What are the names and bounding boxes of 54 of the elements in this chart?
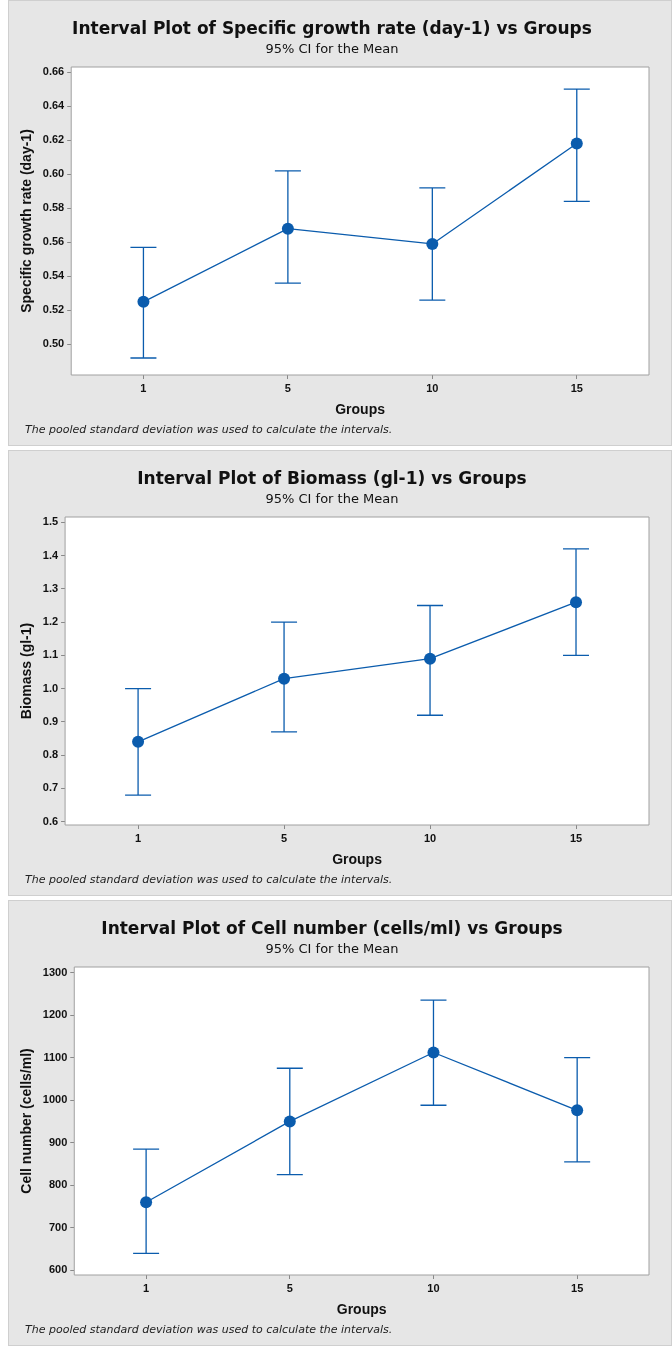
y-axis-title: Biomass (gl-1) — [18, 622, 35, 720]
x-tick-label: 15 — [571, 1281, 584, 1294]
y-tick-label: 1100 — [43, 1050, 68, 1063]
y-tick-label: 700 — [48, 1220, 68, 1233]
x-axis-title: Groups — [335, 401, 386, 418]
y-tick-label: 0.8 — [42, 748, 59, 761]
y-tick-label: 1.1 — [42, 648, 59, 661]
y-tick-label: 800 — [48, 1178, 68, 1191]
chart-title: Interval Plot of Cell number (cells/ml) vs Groups — [101, 917, 563, 938]
y-axis-title: Cell number (cells/ml) — [18, 1048, 35, 1194]
x-tick-label: 5 — [284, 381, 291, 394]
text: The pooled standard deviation was used to calculate the intervals. — [24, 1323, 394, 1338]
x-tick-label: 1 — [140, 381, 147, 394]
text: The pooled standard deviation was used to calculate the intervals. — [24, 423, 394, 438]
x-tick-label: 10 — [427, 1281, 440, 1294]
y-tick-label: 0.7 — [42, 781, 59, 794]
y-tick-label: 0.54 — [42, 269, 66, 282]
chart-subtitle: 95% CI for the Mean — [265, 490, 399, 506]
x-axis-title: Groups — [332, 851, 383, 868]
y-tick-label: 1.2 — [42, 615, 59, 628]
chart-title: Interval Plot of Biomass (gl-1) vs Groups — [137, 467, 527, 488]
y-tick-label: 600 — [48, 1263, 68, 1276]
x-tick-label: 1 — [143, 1281, 150, 1294]
x-tick-label: 5 — [286, 1281, 293, 1294]
y-tick-label: 0.62 — [42, 133, 65, 146]
x-tick-label: 10 — [423, 831, 437, 844]
y-tick-label: 0.58 — [42, 201, 65, 214]
y-tick-label: 0.50 — [42, 337, 65, 350]
y-tick-label: 1.4 — [42, 548, 59, 561]
y-tick-label: 0.56 — [42, 235, 65, 248]
x-tick-label: 5 — [280, 831, 288, 844]
y-tick-label: 1200 — [42, 1008, 68, 1021]
y-tick-label: 0.6 — [42, 814, 59, 827]
chart-subtitle: 95% CI for the Mean — [265, 40, 399, 56]
chart-subtitle: 95% CI for the Mean — [265, 940, 399, 956]
y-tick-label: 1300 — [42, 965, 68, 978]
chart-title: Interval Plot of Specific growth rate (day-1) vs Groups — [72, 17, 592, 38]
y-tick-label: 1000 — [42, 1093, 68, 1106]
x-tick-label: 1 — [135, 831, 142, 844]
y-tick-label: 1.0 — [42, 681, 59, 694]
text: The pooled standard deviation was used to calculate the intervals. — [24, 873, 394, 888]
y-axis-title: Specific growth rate (day-1) — [18, 129, 35, 313]
y-tick-label: 0.60 — [42, 167, 65, 180]
y-tick-label: 1.3 — [42, 581, 59, 594]
y-tick-label: 0.9 — [42, 714, 59, 727]
y-tick-label: 0.66 — [42, 65, 65, 78]
y-tick-label: 0.52 — [42, 303, 65, 316]
y-tick-label: 0.64 — [42, 99, 66, 112]
x-tick-label: 10 — [426, 381, 439, 394]
x-tick-label: 15 — [569, 831, 583, 844]
x-tick-label: 15 — [570, 381, 583, 394]
y-tick-label: 900 — [48, 1135, 68, 1148]
x-axis-title: Groups — [336, 1301, 387, 1318]
y-tick-label: 1.5 — [42, 515, 59, 528]
